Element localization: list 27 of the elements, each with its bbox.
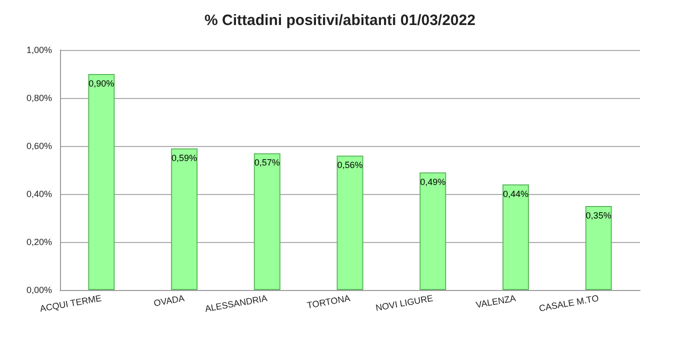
bar (336, 156, 364, 290)
x-tick-label: TORTONA (306, 293, 351, 310)
y-tick-label: 0,40% (26, 189, 52, 199)
y-tick-label: 1,00% (26, 45, 52, 55)
x-tick-label: NOVI LIGURE (374, 293, 434, 314)
x-tick-label: CASALE M.TO (538, 293, 600, 314)
bar (502, 184, 529, 290)
chart-title: % Cittadini positivi/abitanti 01/03/2022 (204, 12, 476, 29)
bar (420, 172, 446, 290)
x-tick-label: OVADA (153, 293, 186, 308)
bar (171, 148, 198, 290)
y-tick-label: 0,60% (26, 141, 52, 151)
x-tick-label: VALENZA (475, 293, 517, 310)
y-tick-label: 0,00% (26, 285, 52, 295)
data-label: 0,59% (172, 152, 198, 163)
bar (88, 74, 115, 290)
data-label: 0,90% (88, 78, 114, 88)
data-label: 0,56% (337, 160, 363, 170)
data-label: 0,35% (586, 210, 612, 220)
data-label: 0,49% (420, 176, 446, 187)
bar (585, 206, 612, 290)
data-label: 0,57% (254, 158, 280, 168)
y-tick-label: 0,20% (26, 237, 52, 247)
bar (254, 153, 280, 290)
data-label: 0,44% (502, 188, 528, 199)
x-tick-label: ACQUI TERME (39, 293, 102, 314)
y-tick-label: 0,80% (26, 93, 52, 103)
